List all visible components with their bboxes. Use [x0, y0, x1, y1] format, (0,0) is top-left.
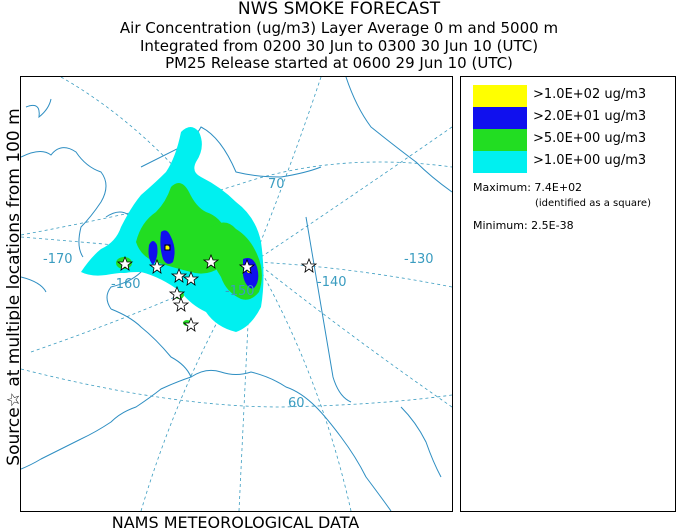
- aleutian-coast: [21, 438, 82, 470]
- chukotka-coast: [25, 98, 52, 119]
- maximum-square-marker: [164, 244, 171, 251]
- legend-label: >1.0E+02 ug/m3: [533, 87, 647, 102]
- chukotka-coast: [21, 147, 107, 258]
- gulf-of-alaska-coast: [190, 369, 392, 511]
- subtitle-release: PM25 Release started at 0600 29 Jun 10 (…: [165, 54, 513, 72]
- smoke-map[interactable]: -170 -160 -150 -140 -130 70 60: [21, 77, 452, 511]
- source-star-icon[interactable]: [168, 285, 186, 301]
- meridian-line: [254, 126, 452, 262]
- maximum-note: (identified as a square): [535, 198, 651, 209]
- lon-label-130: -130: [404, 252, 434, 267]
- alaska-peninsula-coast: [80, 308, 192, 440]
- alaska-canada-border: [305, 216, 352, 403]
- legend-entry-level-1: >1.0E+00 ug/m3: [473, 151, 668, 173]
- source-star-icon[interactable]: [238, 258, 256, 274]
- lat-label-60: 60: [288, 396, 305, 411]
- parallel-70: [21, 161, 452, 236]
- panhandle-coast: [400, 406, 442, 478]
- siberia-coast: [21, 276, 47, 293]
- legend-label: >2.0E+01 ug/m3: [533, 109, 647, 124]
- lon-label-140: -140: [317, 275, 347, 290]
- fire-sources: [116, 253, 318, 332]
- lon-label-170: -170: [43, 252, 73, 267]
- legend-swatch: [473, 85, 527, 107]
- lon-label-160: -160: [111, 277, 141, 292]
- meridian-line: [252, 77, 322, 262]
- legend-swatch: [473, 107, 527, 129]
- canada-arctic-coast: [345, 77, 452, 193]
- legend-entry-level-20: >2.0E+01 ug/m3: [473, 107, 668, 129]
- source-star-icon[interactable]: [148, 258, 166, 274]
- yellow-contour: [164, 245, 170, 251]
- source-star-icon[interactable]: [172, 296, 190, 312]
- meridian-line: [255, 261, 452, 408]
- legend-panel: >1.0E+02 ug/m3 >2.0E+01 ug/m3 >5.0E+00 u…: [460, 76, 676, 512]
- minimum-value: Minimum: 2.5E-38: [473, 219, 574, 232]
- forecast-title: NWS SMOKE FORECAST: [237, 0, 441, 19]
- map-panel[interactable]: -170 -160 -150 -140 -130 70 60: [20, 76, 453, 512]
- source-star-icon[interactable]: [170, 267, 188, 283]
- source-star-icon[interactable]: [182, 270, 200, 286]
- data-source-footer: NAMS METEOROLOGICAL DATA: [111, 513, 360, 532]
- source-star-icon[interactable]: [116, 255, 134, 271]
- lat-label-70: 70: [268, 177, 285, 192]
- coastlines: [21, 77, 452, 511]
- legend-swatch: [473, 151, 527, 173]
- legend-entry-level-100: >1.0E+02 ug/m3: [473, 85, 668, 107]
- meridian-line: [255, 261, 452, 288]
- lon-label-150: -150: [225, 284, 255, 299]
- legend-label: >1.0E+00 ug/m3: [533, 153, 647, 168]
- source-star-icon[interactable]: [202, 253, 220, 269]
- blue-contour: [148, 241, 158, 265]
- green-contour: [136, 183, 228, 274]
- maximum-value: Maximum: 7.4E+02: [473, 181, 583, 194]
- legend-label: >5.0E+00 ug/m3: [533, 131, 647, 146]
- legend-entry-level-5: >5.0E+00 ug/m3: [473, 129, 668, 151]
- source-star-icon[interactable]: [182, 316, 200, 332]
- subtitle-integration: Integrated from 0200 30 Jun to 0300 30 J…: [139, 37, 539, 55]
- legend-swatch: [473, 129, 527, 151]
- subtitle-concentration: Air Concentration (ug/m3) Layer Average …: [119, 19, 559, 37]
- meridian-line: [60, 77, 192, 186]
- source-star-icon[interactable]: [300, 257, 318, 273]
